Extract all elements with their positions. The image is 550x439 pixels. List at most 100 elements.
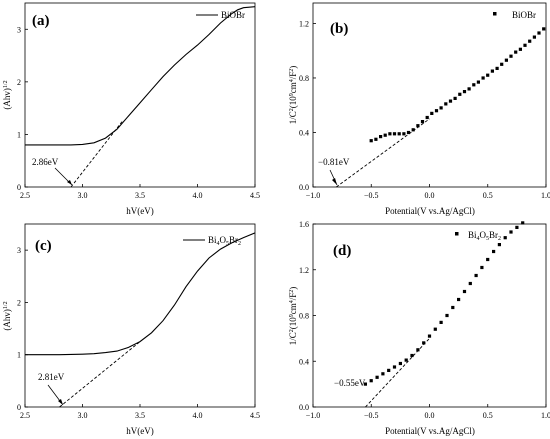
x-tick-label: 4.0: [193, 411, 203, 420]
y-tick-label: 0.0: [299, 403, 309, 412]
y-tick-label: 3: [17, 25, 21, 34]
x-axis-label: hV(eV): [126, 426, 154, 436]
y-tick-label: 1: [17, 351, 21, 360]
panel-d: (d) −1.0 −0.5 0.0 0.5 1.0 0.0 0.4 0.8 1.2 1.6 Bi4…: [288, 220, 550, 436]
plot-frame: [24, 2, 256, 188]
data-point: [410, 353, 414, 358]
data-point: [416, 124, 420, 128]
data-point: [481, 76, 485, 80]
x-axis-label: Potential(V vs.Ag/AgCl): [385, 206, 475, 216]
data-point: [425, 115, 429, 120]
data-point: [439, 106, 443, 110]
data-point: [462, 289, 467, 294]
data-point: [523, 43, 527, 47]
panel-a: (a) 2.5 3.0 3.5 4.0 4.5 0 1 2 3 BiOBr 2.86eV hV(…: [2, 2, 260, 216]
data-point: [387, 368, 391, 372]
data-point: [532, 35, 536, 39]
x-tick-label: 0.0: [425, 411, 435, 420]
data-point: [528, 39, 532, 43]
data-point: [397, 132, 401, 136]
data-point: [486, 257, 490, 262]
data-point: [490, 69, 494, 73]
data-point: [462, 90, 467, 94]
data-point: [406, 130, 411, 135]
data-point: [422, 341, 426, 345]
series-line: [25, 232, 256, 356]
data-point: [468, 281, 472, 286]
panel-label: (b): [330, 21, 348, 37]
series-line: [25, 6, 256, 146]
data-point: [476, 80, 480, 84]
y-tick-label: 0.8: [299, 312, 309, 321]
x-tick-label: 1.0: [541, 411, 550, 420]
panel-label: (d): [333, 243, 351, 259]
x-tick-label: −1.0: [306, 411, 321, 420]
data-point: [375, 375, 379, 379]
y-tick-label: 0: [17, 183, 21, 192]
x-tick-label: 2.5: [20, 191, 30, 200]
data-point: [495, 66, 499, 70]
y-tick-label: 2: [17, 298, 21, 307]
data-point: [472, 83, 476, 87]
data-point: [445, 313, 449, 318]
x-tick-label: 3.5: [135, 191, 145, 200]
data-point: [433, 327, 437, 331]
legend-label: Bi4O5Br2: [208, 235, 241, 247]
data-point: [379, 135, 383, 139]
y-axis-label: (Ahv)1/2: [2, 80, 12, 109]
x-tick-label: 4.0: [193, 191, 203, 200]
x-tick-label: 0.5: [483, 411, 493, 420]
panel-label: (c): [35, 238, 52, 254]
data-point: [434, 109, 439, 113]
data-point: [504, 58, 508, 62]
data-point: [474, 273, 478, 278]
data-point: [363, 382, 367, 386]
annotation-arrowhead: [58, 399, 63, 405]
data-point: [398, 361, 402, 366]
data-point: [518, 47, 522, 51]
panel-b: (b) −1.0 −0.5 0.0 0.5 1.00.00.40.81.2 BiOBr …: [288, 2, 550, 216]
tangent-line: [336, 118, 430, 188]
data-point: [458, 92, 462, 96]
data-point: [381, 372, 385, 376]
x-tick-label: −1.0: [306, 191, 321, 200]
data-point: [500, 62, 504, 66]
data-point: [453, 96, 457, 100]
y-tick-label: 0.4: [299, 357, 309, 366]
data-point: [430, 111, 434, 115]
y-axis-label: (Ahv)1/2: [2, 301, 12, 330]
y-tick-label: 1.6: [299, 220, 309, 229]
x-tick-label: 3.0: [78, 191, 88, 200]
data-point: [439, 320, 443, 324]
data-point: [537, 31, 541, 35]
data-point: [515, 225, 519, 229]
y-tick-label: 3: [17, 246, 21, 255]
data-point: [448, 99, 453, 103]
data-point: [467, 87, 471, 91]
data-point: [457, 297, 461, 302]
data-point: [509, 54, 513, 58]
bandgap-annotation: 2.81eV: [38, 372, 65, 382]
data-point: [416, 348, 420, 352]
tangent-line: [59, 341, 141, 408]
panel-label: (a): [32, 13, 50, 29]
legend-label: BiOBr: [221, 10, 245, 20]
y-tick-label: 0: [17, 403, 21, 412]
x-tick-label: 2.5: [20, 411, 30, 420]
y-axis-label: 1/C2(109cm4/F2): [288, 66, 298, 125]
annotation-arrowhead: [67, 180, 72, 185]
y-tick-label: 0.4: [299, 128, 309, 137]
data-point: [420, 120, 425, 124]
x-tick-label: 0.5: [483, 191, 493, 200]
data-point: [492, 249, 496, 254]
data-point: [383, 133, 387, 137]
legend-label: Bi4O5Br2: [468, 230, 501, 242]
data-point: [480, 265, 484, 270]
flatband-annotation: −0.81eV: [318, 157, 350, 167]
x-tick-label: 3.0: [78, 411, 88, 420]
y-tick-label: 2: [17, 78, 21, 87]
x-tick-label: 4.5: [250, 191, 260, 200]
data-point: [444, 102, 448, 106]
